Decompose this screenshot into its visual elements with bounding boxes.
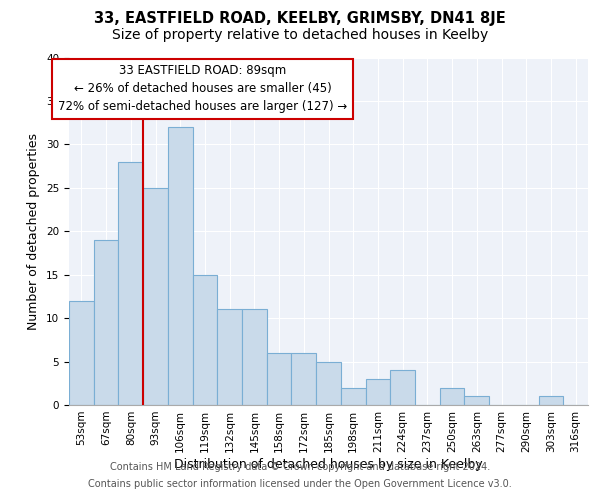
Bar <box>217 310 242 405</box>
Bar <box>464 396 489 405</box>
Text: 33 EASTFIELD ROAD: 89sqm
← 26% of detached houses are smaller (45)
72% of semi-d: 33 EASTFIELD ROAD: 89sqm ← 26% of detach… <box>58 64 347 114</box>
Bar <box>143 188 168 405</box>
X-axis label: Distribution of detached houses by size in Keelby: Distribution of detached houses by size … <box>174 458 483 470</box>
Bar <box>168 127 193 405</box>
Bar <box>365 379 390 405</box>
Bar <box>390 370 415 405</box>
Bar <box>539 396 563 405</box>
Bar <box>94 240 118 405</box>
Bar <box>267 353 292 405</box>
Y-axis label: Number of detached properties: Number of detached properties <box>28 132 40 330</box>
Text: Contains HM Land Registry data © Crown copyright and database right 2024.: Contains HM Land Registry data © Crown c… <box>110 462 490 472</box>
Bar <box>341 388 365 405</box>
Bar <box>118 162 143 405</box>
Text: Size of property relative to detached houses in Keelby: Size of property relative to detached ho… <box>112 28 488 42</box>
Text: Contains public sector information licensed under the Open Government Licence v3: Contains public sector information licen… <box>88 479 512 489</box>
Bar <box>316 362 341 405</box>
Bar <box>193 274 217 405</box>
Bar <box>69 300 94 405</box>
Bar <box>440 388 464 405</box>
Bar <box>242 310 267 405</box>
Text: 33, EASTFIELD ROAD, KEELBY, GRIMSBY, DN41 8JE: 33, EASTFIELD ROAD, KEELBY, GRIMSBY, DN4… <box>94 12 506 26</box>
Bar <box>292 353 316 405</box>
